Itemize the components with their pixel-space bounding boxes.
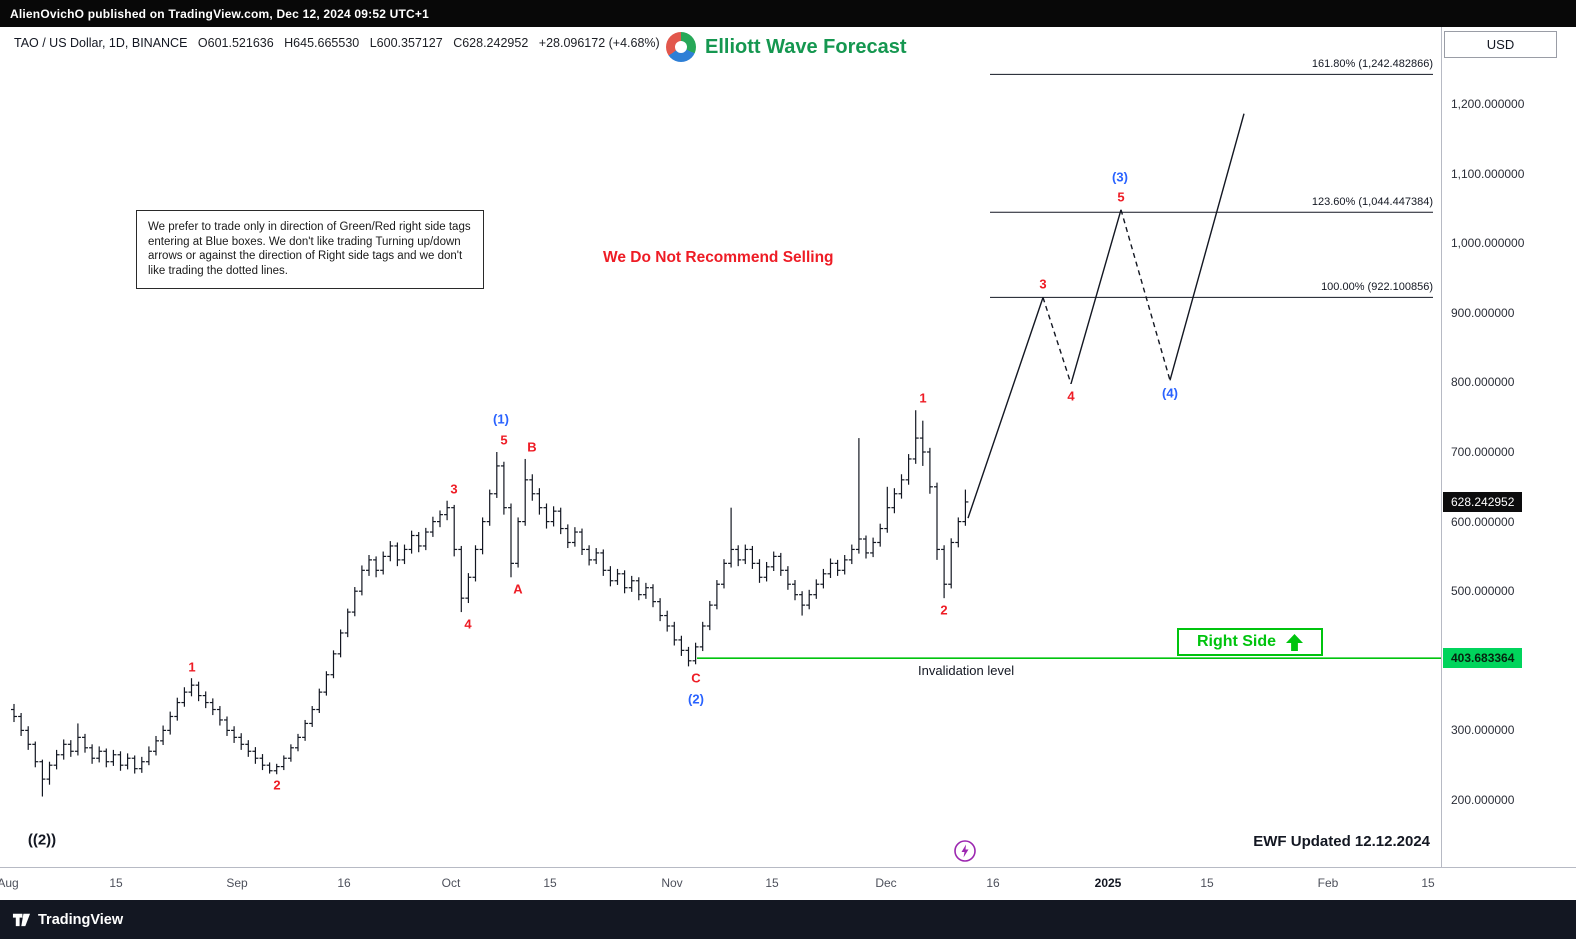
- wave-label: 4: [464, 616, 472, 632]
- trading-note-box: We prefer to trade only in direction of …: [136, 210, 484, 289]
- invalidation-price-badge: 403.683364: [1443, 648, 1523, 669]
- time-axis-label: 16: [337, 876, 351, 890]
- right-side-label: Right Side: [1196, 633, 1277, 650]
- time-axis-label: 15: [1421, 876, 1435, 890]
- current-price-badge: 628.242952: [1443, 491, 1523, 512]
- wave-label: ((2)): [27, 831, 57, 849]
- ewf-brand: Elliott Wave Forecast: [666, 32, 907, 62]
- time-axis-label: 2025: [1094, 876, 1122, 890]
- time-axis-label: Nov: [661, 876, 683, 890]
- wave-label: A: [513, 581, 523, 597]
- publish-bar: AlienOvichO published on TradingView.com…: [0, 0, 1576, 27]
- footer-bar: TradingView: [0, 900, 1576, 939]
- time-axis-label: 15: [1200, 876, 1214, 890]
- time-axis-label: Aug: [0, 876, 19, 890]
- time-axis-label: 15: [543, 876, 557, 890]
- price-tick: 800.000000: [1451, 375, 1515, 390]
- price-tick: 1,200.000000: [1451, 97, 1525, 111]
- ohlc-high: H645.665530: [284, 36, 360, 50]
- time-axis-label: Dec: [875, 876, 897, 890]
- up-arrow-icon: [1286, 633, 1304, 651]
- price-tick: 500.000000: [1451, 584, 1515, 599]
- lightning-idea-icon[interactable]: [953, 839, 977, 863]
- ewf-logo-icon: [666, 32, 696, 62]
- invalidation-label: Invalidation level: [918, 663, 1015, 678]
- price-tick: 200.000000: [1451, 793, 1515, 807]
- price-tick: 700.000000: [1451, 445, 1515, 459]
- wave-label: (3): [1112, 169, 1128, 185]
- ewf-updated-text: EWF Updated 12.12.2024: [1253, 833, 1430, 850]
- price-tick: 600.000000: [1451, 514, 1515, 529]
- time-axis-label: Oct: [441, 876, 461, 890]
- wave-label: 2: [273, 777, 281, 793]
- ohlc-low: L600.357127: [369, 36, 443, 50]
- symbol-header: TAO / US Dollar, 1D, BINANCE O601.521636…: [14, 36, 660, 50]
- time-axis-label: Feb: [1317, 876, 1339, 890]
- wave-label: 5: [1117, 189, 1125, 205]
- tradingview-logo-text: TradingView: [38, 911, 124, 928]
- wave-label: (4): [1162, 385, 1178, 401]
- fib-level-label: 123.60% (1,044.447384): [1311, 196, 1433, 209]
- publish-text: AlienOvichO published on TradingView.com…: [10, 6, 430, 21]
- symbol-title: TAO / US Dollar, 1D, BINANCE: [14, 36, 188, 50]
- wave-label: 2: [940, 602, 948, 618]
- currency-button[interactable]: USD: [1444, 31, 1557, 58]
- wave-label: 1: [188, 659, 196, 675]
- right-side-tag: Right Side: [1177, 628, 1323, 656]
- chart-plot-area[interactable]: TAO / US Dollar, 1D, BINANCE O601.521636…: [0, 27, 1441, 867]
- wave-label: 4: [1067, 388, 1075, 404]
- no-selling-warning: We Do Not Recommend Selling: [603, 249, 834, 266]
- wave-label: 1: [919, 390, 927, 406]
- time-axis-label: Sep: [226, 876, 248, 890]
- wave-label: B: [527, 439, 537, 455]
- wave-label: (2): [688, 691, 704, 707]
- price-tick: 1,100.000000: [1451, 166, 1525, 181]
- ohlc-open: O601.521636: [197, 36, 274, 50]
- time-axis-label: 15: [109, 876, 123, 890]
- ohlc-close: C628.242952: [453, 36, 529, 50]
- wave-label: 3: [450, 481, 458, 497]
- price-tick: 300.000000: [1451, 723, 1515, 738]
- fib-level-label: 100.00% (922.100856): [1321, 281, 1433, 294]
- fib-level-label: 161.80% (1,242.482866): [1311, 58, 1433, 71]
- wave-label: 5: [500, 432, 508, 448]
- wave-label: 3: [1039, 276, 1047, 292]
- wave-label: (1): [493, 411, 509, 427]
- time-axis-label: 16: [986, 876, 1000, 890]
- candlestick-plot: [11, 73, 1441, 797]
- price-tick: 900.000000: [1451, 305, 1515, 320]
- price-tick: 1,000.000000: [1451, 236, 1525, 251]
- ohlc-change: +28.096172 (+4.68%): [538, 36, 660, 50]
- time-axis[interactable]: Aug 15 Sep 16 Oct 15 Nov 15 Dec 16 2025 15 Feb 15: [0, 867, 1576, 900]
- price-axis[interactable]: USD 1,200.000000 1,100.000000 1,000.000000…: [1441, 27, 1576, 867]
- time-axis-label: 15: [765, 876, 779, 890]
- tradingview-logo-icon: [12, 913, 31, 927]
- tradingview-logo[interactable]: TradingView: [12, 910, 123, 929]
- ewf-brand-text: Elliott Wave Forecast: [705, 35, 907, 58]
- wave-label: C: [691, 670, 701, 686]
